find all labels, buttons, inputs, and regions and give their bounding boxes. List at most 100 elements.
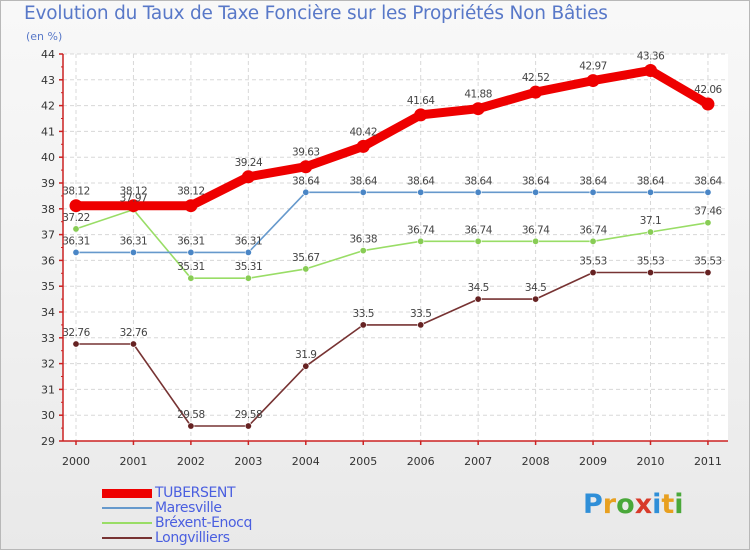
y-tick-label: 42 bbox=[41, 100, 55, 113]
legend-swatch bbox=[102, 488, 152, 498]
x-tick-label: 2000 bbox=[62, 455, 90, 468]
series-point bbox=[359, 321, 367, 329]
series-point bbox=[72, 248, 80, 256]
data-label: 41.88 bbox=[464, 89, 492, 101]
data-label: 38.12 bbox=[62, 186, 90, 198]
series-point bbox=[417, 321, 425, 329]
y-tick-label: 36 bbox=[41, 254, 55, 267]
legend-label: TUBERSENT bbox=[155, 485, 236, 501]
series-line-3 bbox=[75, 271, 709, 427]
series-point bbox=[302, 362, 310, 370]
series-point bbox=[356, 139, 370, 153]
series-point bbox=[644, 64, 657, 78]
data-label: 36.38 bbox=[349, 234, 377, 246]
series-point bbox=[586, 74, 600, 88]
data-label: 32.76 bbox=[62, 327, 90, 339]
series-point bbox=[474, 188, 482, 196]
series-point bbox=[299, 160, 313, 174]
logo-letter: i bbox=[652, 489, 662, 520]
series-point bbox=[244, 422, 252, 430]
series-point bbox=[359, 247, 367, 255]
data-label: 37.22 bbox=[62, 212, 90, 224]
series-point bbox=[244, 274, 252, 282]
y-tick-label: 30 bbox=[41, 409, 55, 422]
logo-letter: P bbox=[583, 489, 603, 520]
series-point bbox=[532, 237, 540, 245]
x-tick-label: 2010 bbox=[637, 455, 665, 468]
series-point bbox=[187, 248, 195, 256]
x-tick-label: 2008 bbox=[522, 455, 550, 468]
data-label: 35.53 bbox=[694, 256, 722, 268]
series-point bbox=[129, 248, 137, 256]
data-label: 41.64 bbox=[407, 95, 435, 107]
data-label: 33.5 bbox=[353, 308, 374, 320]
y-tick-label: 29 bbox=[41, 435, 55, 448]
series-point bbox=[187, 274, 195, 282]
series-point bbox=[302, 265, 310, 273]
y-tick-label: 32 bbox=[41, 358, 55, 371]
legend-swatch bbox=[102, 507, 152, 509]
series-point bbox=[704, 188, 712, 196]
logo-letter: r bbox=[602, 489, 617, 520]
series-point bbox=[474, 237, 482, 245]
data-label: 36.31 bbox=[177, 235, 205, 247]
data-label: 29.58 bbox=[235, 409, 263, 421]
data-label: 38.64 bbox=[694, 175, 722, 187]
x-tick-label: 2004 bbox=[292, 455, 320, 468]
series-point bbox=[532, 188, 540, 196]
data-label: 33.5 bbox=[410, 308, 431, 320]
data-label: 43.36 bbox=[637, 51, 665, 63]
series-point bbox=[184, 199, 198, 213]
legend-swatch bbox=[102, 522, 152, 524]
data-label: 32.76 bbox=[120, 327, 148, 339]
data-label: 36.31 bbox=[120, 235, 148, 247]
series-point bbox=[646, 188, 654, 196]
data-label: 38.64 bbox=[637, 175, 665, 187]
series-point bbox=[646, 269, 654, 277]
series-point bbox=[414, 108, 428, 122]
data-label: 37.97 bbox=[120, 193, 148, 205]
series-point bbox=[187, 422, 195, 430]
series-point bbox=[471, 102, 485, 116]
data-label: 38.64 bbox=[522, 175, 550, 187]
data-label: 38.64 bbox=[407, 175, 435, 187]
data-label: 38.12 bbox=[120, 186, 148, 198]
data-label: 36.31 bbox=[235, 235, 263, 247]
x-tick-label: 2001 bbox=[119, 455, 147, 468]
data-label: 35.53 bbox=[637, 256, 665, 268]
series-point bbox=[704, 219, 712, 227]
series-point bbox=[126, 199, 140, 213]
series-point bbox=[359, 188, 367, 196]
data-label: 38.64 bbox=[292, 175, 320, 187]
legend-swatch bbox=[102, 537, 152, 539]
data-label: 39.24 bbox=[235, 157, 263, 169]
x-tick-label: 2003 bbox=[234, 455, 262, 468]
plot-area bbox=[63, 54, 728, 441]
data-label: 34.5 bbox=[467, 282, 488, 294]
y-tick-label: 41 bbox=[41, 125, 55, 138]
series-point bbox=[589, 188, 597, 196]
series-point bbox=[704, 269, 712, 277]
series-point bbox=[646, 228, 654, 236]
y-tick-label: 33 bbox=[41, 332, 55, 345]
series-point bbox=[417, 237, 425, 245]
logo-letter: o bbox=[616, 489, 635, 520]
y-tick-label: 38 bbox=[41, 203, 55, 216]
chart-title: Evolution du Taux de Taxe Foncière sur l… bbox=[24, 3, 608, 24]
y-tick-label: 31 bbox=[41, 383, 55, 396]
data-label: 42.06 bbox=[694, 84, 722, 96]
series-point bbox=[241, 170, 255, 184]
legend-label: Bréxent-Enocq bbox=[155, 515, 252, 531]
data-label: 38.64 bbox=[579, 175, 607, 187]
y-tick-label: 44 bbox=[41, 48, 55, 61]
data-label: 35.67 bbox=[292, 252, 320, 264]
proxiti-logo: Proxiti bbox=[583, 489, 684, 520]
legend-label: Longvilliers bbox=[155, 530, 230, 546]
data-label: 36.74 bbox=[522, 224, 550, 236]
y-tick-label: 35 bbox=[41, 280, 55, 293]
data-label: 35.53 bbox=[579, 256, 607, 268]
data-label: 38.64 bbox=[464, 175, 492, 187]
logo-letter: x bbox=[634, 489, 653, 520]
data-label: 29.58 bbox=[177, 409, 205, 421]
series-point bbox=[302, 188, 310, 196]
